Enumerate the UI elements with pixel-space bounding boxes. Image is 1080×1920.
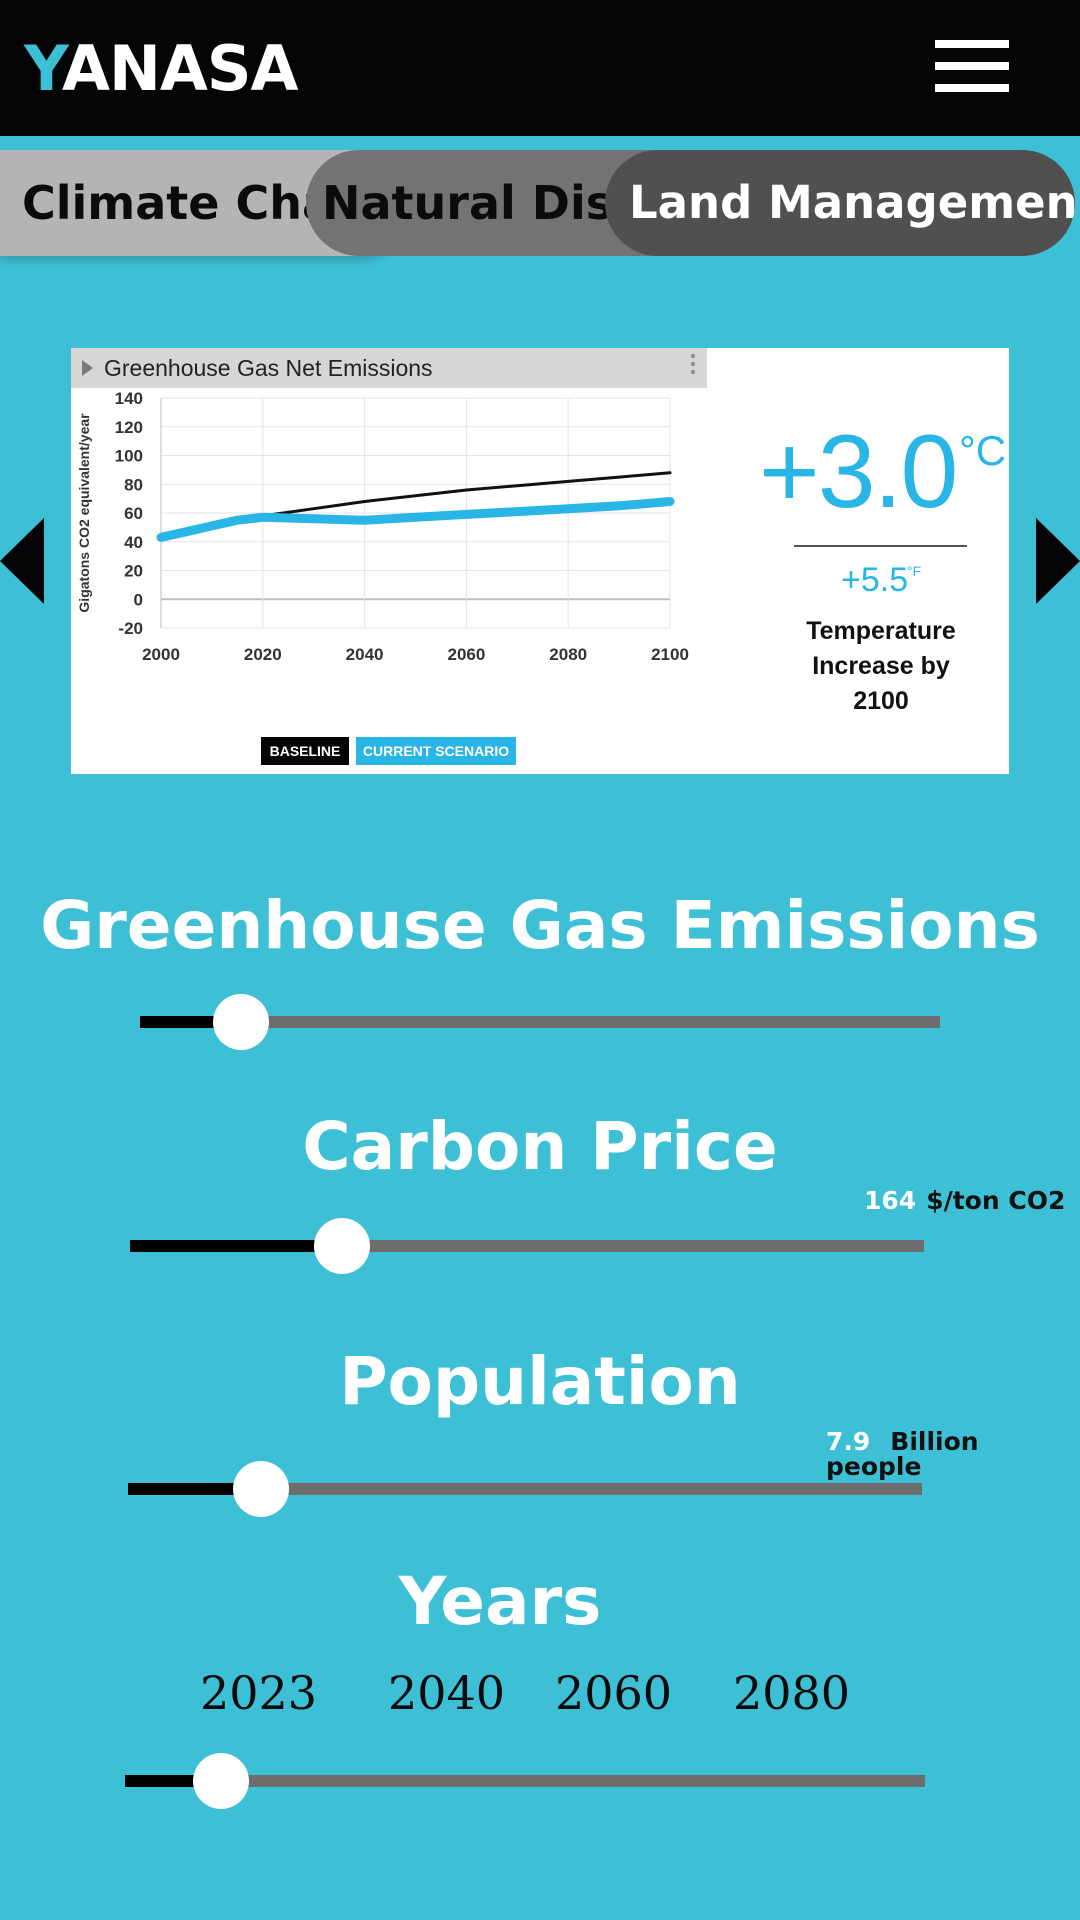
y-tick-label: 80 — [124, 475, 143, 494]
y-tick-label: 60 — [124, 504, 143, 523]
caption-line: 2100 — [853, 687, 909, 715]
temperature-divider — [794, 545, 967, 547]
slider-track[interactable] — [140, 1016, 940, 1028]
chart-title-bar[interactable]: Greenhouse Gas Net Emissions — [71, 348, 707, 388]
carbon-price-unit: $/ton CO2 — [926, 1186, 1066, 1215]
legend-current-scenario: CURRENT SCENARIO — [356, 737, 516, 765]
logo-text: ANASA — [61, 32, 298, 105]
population-title: Population — [339, 1343, 741, 1420]
expand-caret-icon[interactable] — [82, 360, 93, 376]
year-tick-label: 2060 — [555, 1666, 673, 1720]
temperature-celsius-unit: °C — [959, 427, 1007, 474]
slider-fill — [128, 1483, 261, 1495]
ghg-slider-title: Greenhouse Gas Emissions — [40, 887, 1040, 964]
slider-track[interactable] — [125, 1775, 925, 1787]
carbon-price-value: 164 — [864, 1186, 917, 1215]
legend-baseline-label: BASELINE — [269, 743, 341, 759]
logo[interactable]: YANASA — [24, 38, 298, 100]
tab-land-management[interactable]: Land Management — [605, 150, 1075, 256]
slider-thumb[interactable] — [213, 994, 269, 1050]
slider-thumb[interactable] — [193, 1753, 249, 1809]
y-axis-label: Gigatons CO2 equivalent/year — [76, 413, 92, 613]
carbon-price-readout: 164 $/ton CO2 — [864, 1188, 1065, 1213]
chart-title: Greenhouse Gas Net Emissions — [104, 355, 433, 381]
hamburger-menu-icon[interactable] — [935, 40, 1009, 92]
temperature-celsius: +3.0 — [759, 414, 958, 530]
logo-letter: Y — [24, 32, 63, 105]
current-scenario-series-line — [156, 497, 675, 542]
carbon-price-slider[interactable] — [130, 1218, 924, 1274]
caption-line: Temperature — [806, 617, 956, 645]
temperature-fahrenheit-unit: °F — [907, 563, 922, 579]
more-options-icon[interactable] — [691, 354, 695, 382]
x-tick-label: 2100 — [651, 645, 689, 664]
slider-thumb[interactable] — [314, 1218, 370, 1274]
temperature-fahrenheit: +5.5 — [841, 561, 909, 599]
year-tick-label: 2023 — [200, 1666, 318, 1720]
y-tick-label: 40 — [124, 533, 143, 552]
population-slider[interactable] — [128, 1461, 922, 1517]
y-tick-label: -20 — [118, 619, 143, 638]
x-tick-label: 2080 — [549, 645, 587, 664]
y-tick-label: 140 — [115, 389, 143, 408]
legend-current-label: CURRENT SCENARIO — [362, 743, 510, 759]
emissions-line-chart: 140 120 100 80 60 40 20 0 -20 2000 2020 2040 2060 208… — [76, 389, 689, 664]
carbon-price-title: Carbon Price — [302, 1108, 778, 1185]
emissions-chart-card: Greenhouse Gas Net Emissions 140 120 100 80… — [71, 348, 1009, 774]
population-unit: Billion people — [826, 1427, 979, 1481]
category-tabs: Climate Chai Natural Disa Land Managemen… — [0, 150, 1080, 258]
temperature-caption: Temperature Increase by 2100 — [791, 614, 971, 719]
x-tick-label: 2020 — [244, 645, 282, 664]
slider-track[interactable] — [128, 1483, 922, 1495]
population-readout: 7.9 Billion people — [826, 1429, 1080, 1479]
years-title: Years — [398, 1563, 602, 1640]
year-tick-label: 2080 — [733, 1666, 851, 1720]
triangle-right-icon[interactable] — [1036, 518, 1080, 604]
x-tick-label: 2040 — [346, 645, 384, 664]
slider-thumb[interactable] — [233, 1461, 289, 1517]
ghg-slider[interactable] — [140, 994, 940, 1050]
slider-fill — [130, 1240, 342, 1252]
app-header: YANASA — [0, 0, 1080, 136]
y-tick-label: 120 — [115, 418, 143, 437]
triangle-left-icon[interactable] — [0, 518, 44, 604]
years-slider[interactable] — [125, 1753, 925, 1809]
legend-baseline: BASELINE — [261, 737, 349, 765]
y-tick-label: 100 — [115, 447, 143, 466]
x-tick-label: 2060 — [447, 645, 485, 664]
caption-line: Increase by — [812, 652, 950, 680]
year-tick-label: 2040 — [388, 1666, 506, 1720]
x-tick-label: 2000 — [142, 645, 180, 664]
population-value: 7.9 — [826, 1427, 871, 1456]
y-tick-label: 20 — [124, 562, 143, 581]
y-tick-label: 0 — [134, 590, 143, 609]
